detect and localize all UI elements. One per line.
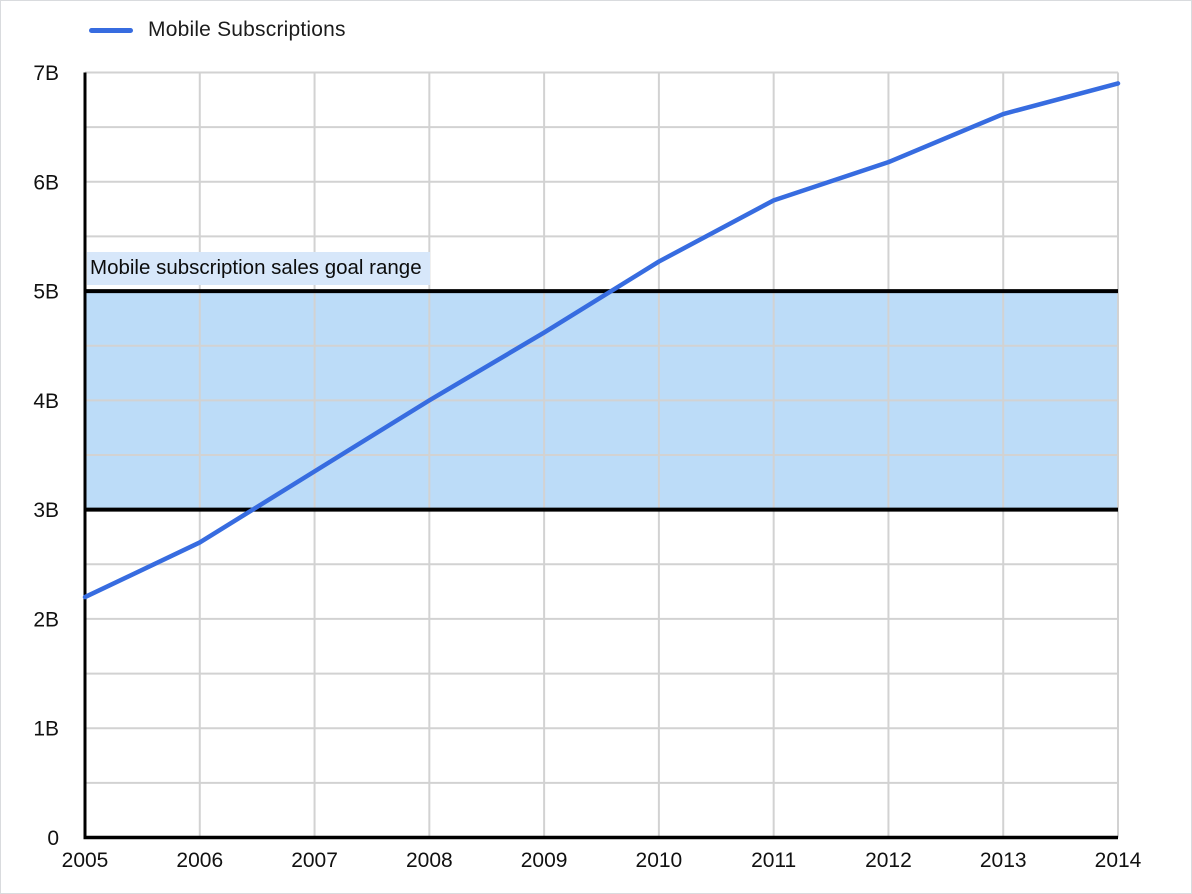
legend: Mobile Subscriptions (89, 18, 346, 42)
y-tick-label: 1B (33, 718, 59, 741)
goal-range-label: Mobile subscription sales goal range (87, 252, 430, 285)
x-tick-label: 2010 (636, 849, 683, 872)
y-tick-label: 4B (33, 390, 59, 413)
y-tick-label: 2B (33, 608, 59, 631)
x-tick-label: 2006 (176, 849, 223, 872)
y-tick-label: 7B (33, 62, 59, 85)
legend-label: Mobile Subscriptions (148, 18, 346, 41)
x-tick-label: 2013 (980, 849, 1027, 872)
x-tick-label: 2012 (865, 849, 912, 872)
y-tick-label: 5B (33, 281, 59, 304)
x-tick-label: 2011 (751, 849, 796, 872)
y-tick-label: 3B (33, 499, 59, 522)
x-tick-label: 2008 (406, 849, 453, 872)
x-tick-label: 2005 (62, 849, 109, 872)
y-tick-label: 6B (33, 171, 59, 194)
legend-line-swatch-icon (89, 27, 133, 33)
series-line (82, 81, 1121, 600)
x-tick-label: 2009 (521, 849, 568, 872)
x-tick-label: 2014 (1095, 849, 1142, 872)
y-tick-label: 0 (47, 827, 59, 850)
x-tick-label: 2007 (291, 849, 338, 872)
